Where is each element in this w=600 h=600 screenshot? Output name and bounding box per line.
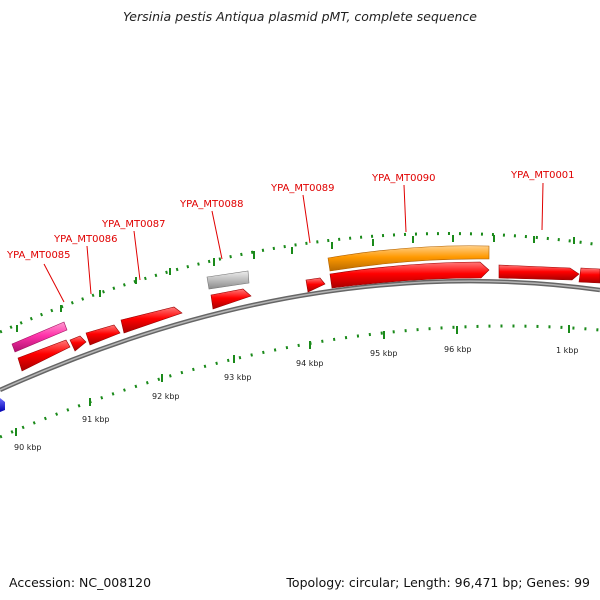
outer-tick-ring [0, 232, 600, 334]
feature-ypa-mt0085-pink [11, 321, 68, 353]
gene-label-ypa-mt0089: YPA_MT0089 [270, 183, 335, 194]
scale-label-95kbp: 95 kbp [370, 349, 398, 358]
feature-ypa-mt0001 [498, 264, 580, 281]
summary-text: Topology: circular; Length: 96,471 bp; G… [286, 575, 590, 590]
gene-label-ypa-mt0088: YPA_MT0088 [179, 199, 244, 210]
label-connectors [43, 182, 544, 303]
feature-blue [0, 398, 5, 412]
feature-ypa-mt0090-orange [327, 245, 490, 272]
scale-label-1kbp: 1 kbp [556, 346, 578, 355]
inner-scale-ring [0, 324, 600, 439]
feature-ypa-mt0089 [305, 277, 326, 293]
gene-features [0, 245, 600, 412]
map-title: Yersinia pestis Antiqua plasmid pMT, com… [123, 9, 477, 24]
gene-label-ypa-mt0085: YPA_MT0085 [6, 250, 71, 261]
accession-text: Accession: NC_008120 [9, 575, 152, 590]
gene-label-ypa-mt0001: YPA_MT0001 [510, 170, 575, 181]
scale-label-94kbp: 94 kbp [296, 359, 324, 368]
gene-label-ypa-mt0087: YPA_MT0087 [101, 219, 166, 230]
feature-ypa-mt0088-gray [206, 270, 250, 290]
feature-ypa-mt0090 [329, 261, 490, 289]
gene-label-ypa-mt0086: YPA_MT0086 [53, 234, 118, 245]
scale-label-91kbp: 91 kbp [82, 415, 110, 424]
feature-ypa-mt0085 [17, 339, 71, 372]
scale-label-96kbp: 96 kbp [444, 345, 472, 354]
gene-label-ypa-mt0090: YPA_MT0090 [371, 173, 436, 184]
scale-label-90kbp: 90 kbp [14, 443, 42, 452]
feature-ypa-mt0088 [210, 288, 252, 310]
scale-label-92kbp: 92 kbp [152, 392, 180, 401]
feature-ypa-mt0087 [120, 306, 183, 334]
feature-ypa-mt0086-small [69, 335, 87, 352]
feature-ypa-mt0086 [85, 324, 121, 346]
scale-label-93kbp: 93 kbp [224, 373, 252, 382]
feature-ypa-mt0002 [578, 267, 600, 284]
